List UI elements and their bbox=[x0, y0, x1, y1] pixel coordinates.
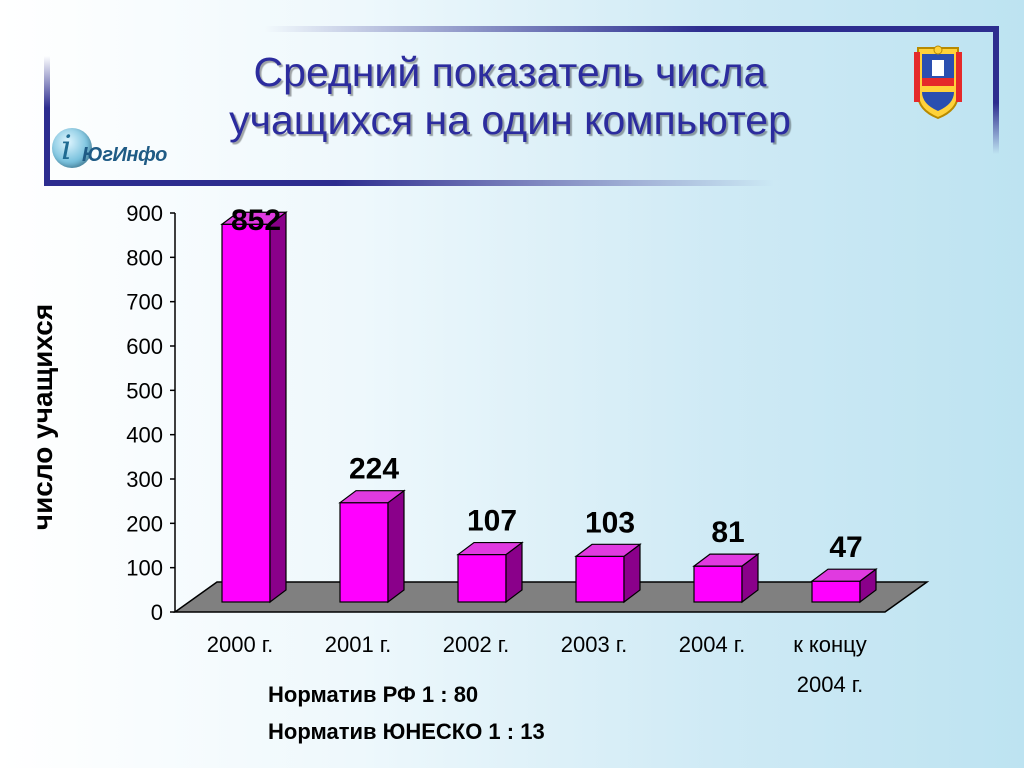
y-tick-label: 400 bbox=[126, 423, 163, 448]
y-tick-label: 800 bbox=[126, 245, 163, 270]
x-tick-label: 2000 г. bbox=[207, 632, 274, 657]
logo-text: ЮгИнфо bbox=[82, 144, 167, 166]
y-tick-label: 600 bbox=[126, 334, 163, 359]
bar-top bbox=[810, 568, 878, 582]
data-label: 224 bbox=[349, 453, 399, 486]
coat-of-arms-icon bbox=[914, 45, 962, 120]
data-label: 81 bbox=[711, 516, 744, 549]
norm-unesco: Норматив ЮНЕСКО 1 : 13 bbox=[268, 719, 545, 744]
y-tick-label: 300 bbox=[126, 467, 163, 492]
bar-top bbox=[456, 541, 524, 556]
title-line-1: Средний показатель числа bbox=[253, 49, 767, 95]
bar-front bbox=[693, 565, 743, 603]
bar-top bbox=[692, 553, 760, 567]
bar-top bbox=[220, 211, 288, 225]
bar-front bbox=[575, 555, 625, 603]
bar-top bbox=[338, 490, 406, 504]
x-tick-label: 2001 г. bbox=[325, 632, 392, 657]
y-tick-label: 200 bbox=[126, 511, 163, 536]
bar-front bbox=[221, 223, 271, 603]
x-tick-label: 2004 г. bbox=[679, 632, 746, 657]
bar-top bbox=[574, 543, 642, 557]
frame-left-line bbox=[44, 56, 50, 186]
slide-title: Средний показатель числа учащихся на оди… bbox=[110, 48, 910, 144]
y-tick-label: 500 bbox=[126, 378, 163, 403]
bar-front bbox=[457, 553, 507, 603]
x-tick-label: 2003 г. bbox=[561, 632, 628, 657]
frame-bottom-line bbox=[44, 180, 774, 186]
y-tick-label: 900 bbox=[126, 201, 163, 226]
info-i-icon: i bbox=[52, 128, 92, 168]
x-tick-label: 2002 г. bbox=[443, 632, 510, 657]
frame-top-line bbox=[264, 26, 999, 32]
title-frame bbox=[44, 26, 999, 186]
y-tick-label: 100 bbox=[126, 556, 163, 581]
data-label: 47 bbox=[829, 531, 862, 564]
bar-front bbox=[811, 580, 861, 603]
bar-side bbox=[387, 489, 405, 604]
y-tick-label: 0 bbox=[151, 600, 163, 625]
x-tick-label-cont: 2004 г. bbox=[797, 672, 864, 697]
frame-right-line bbox=[993, 26, 999, 154]
yuginfo-logo: i ЮгИнфо bbox=[52, 128, 202, 176]
bar-side bbox=[269, 211, 287, 604]
x-tick-label: к концу bbox=[793, 632, 867, 657]
title-line-2: учащихся на один компьютер bbox=[229, 97, 791, 143]
data-label: 852 bbox=[231, 204, 281, 237]
data-label: 107 bbox=[467, 505, 517, 538]
norm-rf: Норматив РФ 1 : 80 bbox=[268, 682, 479, 707]
bar-front bbox=[339, 502, 389, 603]
data-label: 103 bbox=[585, 506, 635, 539]
y-tick-label: 700 bbox=[126, 290, 163, 315]
